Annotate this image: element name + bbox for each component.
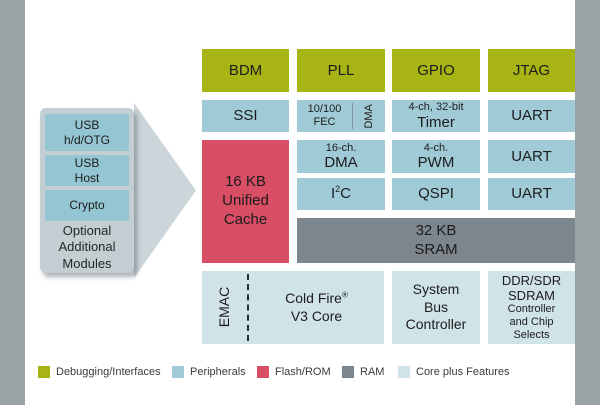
block-qspi: QSPI — [392, 178, 480, 210]
sram-line2: SRAM — [414, 240, 458, 258]
optional-modules-caption: Optional Additional Modules — [40, 223, 134, 272]
core-name: Cold Fire — [285, 290, 342, 306]
fec-label: 10/100 FEC — [297, 100, 352, 132]
block-usb-host: USB Host — [45, 155, 129, 186]
legend-label-ram: RAM — [360, 366, 385, 378]
gpio-label: GPIO — [417, 61, 455, 79]
right-gray-bar — [575, 0, 600, 405]
legend-label-debugging: Debugging/Interfaces — [56, 366, 161, 378]
cache-line1: 16 KB — [225, 173, 266, 191]
usb-otg-line2: h/d/OTG — [63, 132, 110, 147]
sysbus-line1: System — [412, 281, 460, 298]
block-uart-top: UART — [488, 100, 575, 132]
crypto-label: Crypto — [69, 198, 105, 212]
uart-low-label: UART — [511, 185, 552, 203]
fec-line1: 10/100 — [307, 103, 342, 116]
legend-label-core: Core plus Features — [416, 366, 510, 378]
block-bdm: BDM — [202, 49, 289, 92]
legend-swatch-flash-rom — [257, 366, 269, 378]
emac-core-divider — [247, 274, 249, 341]
block-gpio: GPIO — [392, 49, 480, 92]
optional-modules-arrow-icon — [134, 103, 196, 278]
legend-swatch-core — [398, 366, 410, 378]
emac-label: EMAC — [216, 287, 233, 328]
block-unified-cache: 16 KB Unified Cache — [202, 140, 289, 263]
block-fec: 10/100 FEC DMA — [297, 100, 385, 132]
pll-label: PLL — [327, 61, 355, 79]
fec-dma-label: DMA — [362, 103, 375, 129]
sdram-line3: Controller — [507, 303, 556, 316]
qspi-label: QSPI — [418, 185, 454, 203]
i2c-label: I2C — [330, 184, 352, 203]
usb-host-line1: USB — [74, 155, 100, 170]
bdm-label: BDM — [228, 61, 263, 79]
cache-line3: Cache — [223, 210, 268, 228]
caption-line1: Optional — [62, 223, 112, 238]
core-line1: Cold Fire® — [285, 290, 348, 308]
cache-line2: Unified — [222, 192, 269, 210]
legend-swatch-debugging — [38, 366, 50, 378]
dma-small-label: 16-ch. — [325, 141, 357, 154]
core-line2: V3 Core — [290, 307, 343, 324]
pwm-label: PWM — [417, 154, 455, 172]
sysbus-line3: Controller — [405, 316, 467, 333]
legend-swatch-peripherals — [172, 366, 184, 378]
block-dma: 16-ch. DMA — [297, 140, 385, 173]
sdram-line4: and Chip — [509, 316, 554, 329]
block-crypto: Crypto — [45, 190, 129, 221]
legend-label-peripherals: Peripherals — [190, 366, 246, 378]
jtag-label: JTAG — [512, 61, 551, 79]
block-i2c: I2C — [297, 178, 385, 210]
uart-mid-label: UART — [511, 147, 552, 165]
block-sdram-controller: DDR/SDR SDRAM Controller and Chip Select… — [488, 271, 575, 344]
legend-swatch-ram — [342, 366, 354, 378]
pwm-small-label: 4-ch. — [423, 141, 449, 154]
block-emac-core: EMAC Cold Fire® V3 Core — [202, 271, 384, 344]
block-usb-otg: USB h/d/OTG — [45, 114, 129, 151]
timer-label: Timer — [417, 113, 455, 131]
uart-top-label: UART — [511, 107, 552, 125]
i2c-sup: 2 — [335, 184, 341, 195]
block-uart-mid: UART — [488, 140, 575, 173]
sdram-line2: SDRAM — [508, 287, 555, 303]
block-uart-low: UART — [488, 178, 575, 210]
optional-modules-box: USB h/d/OTG USB Host Crypto Optional Add… — [40, 108, 134, 273]
block-sram: 32 KB SRAM — [297, 218, 575, 263]
block-jtag: JTAG — [488, 49, 575, 92]
usb-host-line2: Host — [74, 170, 100, 185]
block-timer: 4-ch, 32-bit Timer — [392, 100, 480, 132]
block-pll: PLL — [297, 49, 385, 92]
coldfire-core-zone: Cold Fire® V3 Core — [249, 271, 384, 344]
sdram-line5: Selects — [513, 328, 550, 341]
left-gray-bar — [0, 0, 25, 405]
dma-label: DMA — [324, 154, 358, 172]
caption-line2: Additional — [58, 239, 116, 255]
fec-divider — [352, 103, 353, 129]
usb-otg-line1: USB — [74, 117, 100, 132]
i2c-pre: I — [330, 185, 336, 203]
block-ssi: SSI — [202, 100, 289, 132]
ssi-label: SSI — [233, 107, 258, 125]
i2c-post: C — [340, 185, 352, 203]
block-system-bus: System Bus Controller — [392, 271, 480, 344]
core-reg-mark: ® — [341, 290, 348, 300]
block-pwm: 4-ch. PWM — [392, 140, 480, 173]
fec-dma-zone: DMA — [353, 100, 385, 132]
timer-small-label: 4-ch, 32-bit — [408, 101, 464, 114]
emac-zone: EMAC — [202, 271, 247, 344]
legend-label-flash-rom: Flash/ROM — [275, 366, 331, 378]
caption-line3: Modules — [62, 255, 112, 271]
fec-line2: FEC — [313, 116, 336, 128]
sysbus-line2: Bus — [423, 298, 449, 315]
sdram-line1: DDR/SDR — [501, 272, 562, 288]
sram-line1: 32 KB — [415, 221, 457, 239]
